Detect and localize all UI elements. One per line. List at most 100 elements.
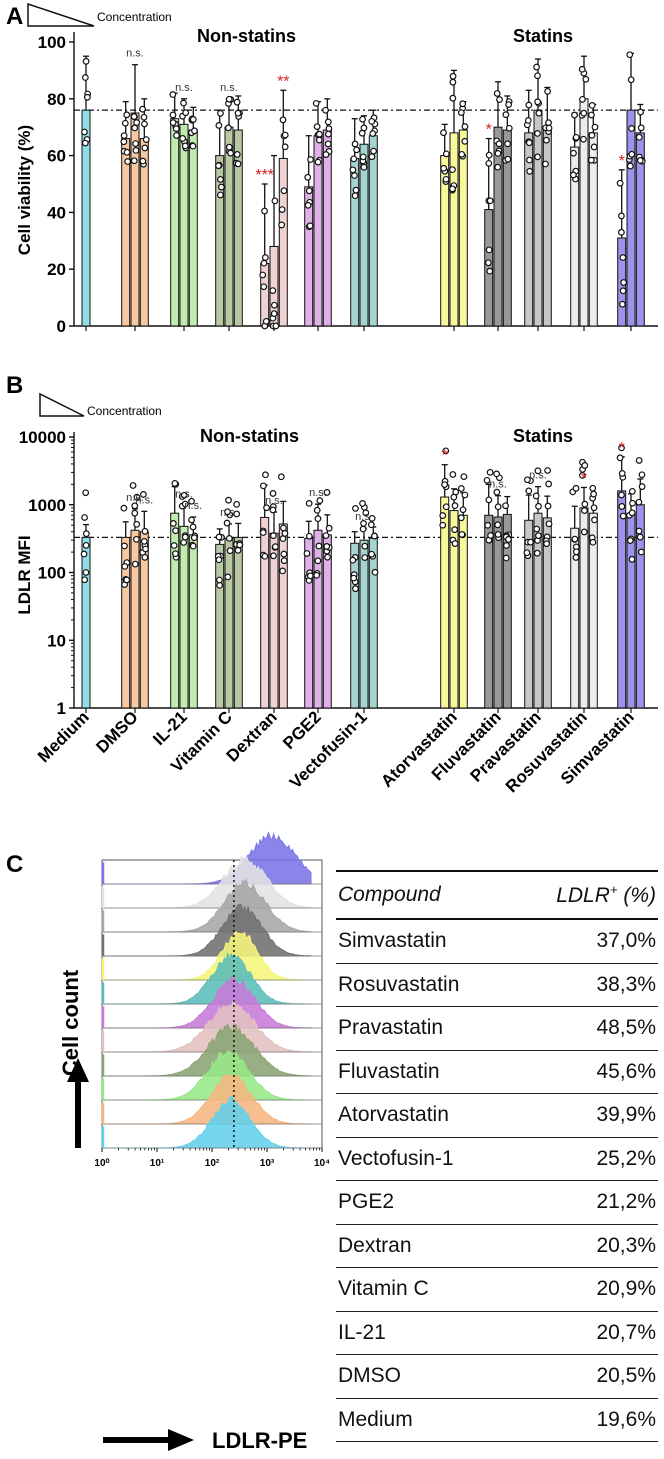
data-point <box>189 542 197 550</box>
significance-label: ** <box>277 73 289 90</box>
y-tick-label: 20 <box>47 260 66 279</box>
data-point <box>442 447 450 455</box>
data-point <box>225 143 233 151</box>
bar <box>524 519 534 709</box>
data-point <box>485 246 493 254</box>
data-point <box>82 489 90 497</box>
significance-label: n.s. <box>175 488 193 500</box>
data-point <box>638 471 646 479</box>
data-point <box>626 162 634 170</box>
data-point <box>534 153 541 161</box>
data-point <box>503 542 510 549</box>
data-point <box>619 287 627 295</box>
data-point <box>533 549 541 557</box>
statins-title-b: Statins <box>513 426 573 446</box>
bar <box>322 534 332 709</box>
bar <box>617 490 627 709</box>
data-point <box>449 72 457 80</box>
bar <box>179 525 189 709</box>
data-point <box>190 534 198 542</box>
y-axis-label-c: Cell count <box>58 969 83 1076</box>
data-point <box>359 153 367 161</box>
data-point <box>323 543 331 550</box>
data-point <box>223 519 231 527</box>
data-point <box>533 525 541 533</box>
data-point <box>620 279 628 286</box>
data-point <box>225 496 232 504</box>
bar <box>359 539 369 709</box>
data-point <box>635 133 643 141</box>
data-point <box>580 109 588 117</box>
data-point <box>483 476 491 484</box>
data-point <box>458 150 466 158</box>
histogram-stack: 10⁰ 10¹ 10² 10³ 10⁴ <box>94 831 330 1169</box>
data-point <box>591 123 599 131</box>
data-point <box>544 87 552 95</box>
data-point <box>544 467 552 474</box>
data-point <box>588 101 596 109</box>
data-point <box>619 300 626 308</box>
data-point <box>484 259 492 267</box>
significance-label: * <box>619 440 625 457</box>
x-tick-label-c: 10³ <box>260 1158 275 1169</box>
data-point <box>572 548 580 556</box>
table-header: Compound LDLR+ (%) <box>336 870 658 920</box>
data-point <box>120 504 128 512</box>
data-point <box>440 129 447 137</box>
ldlr-percent: 25,2% <box>512 1137 658 1181</box>
data-point <box>351 172 358 179</box>
data-point <box>281 131 289 139</box>
data-point <box>618 444 625 452</box>
y-tick-label: 80 <box>47 90 66 109</box>
data-point <box>524 116 532 124</box>
data-point <box>82 530 90 538</box>
bar <box>359 143 369 327</box>
data-point <box>368 117 376 125</box>
data-point <box>324 118 332 126</box>
bar <box>224 126 234 327</box>
data-point <box>279 116 287 124</box>
data-point <box>233 500 241 508</box>
ldlr-arrow-head <box>168 1429 194 1451</box>
bar <box>233 129 243 327</box>
data-point <box>619 512 627 520</box>
data-point <box>485 496 493 504</box>
data-point <box>189 523 197 531</box>
data-point <box>131 502 139 510</box>
data-point <box>141 120 148 128</box>
table-row: Vectofusin-1 25,2% <box>336 1137 658 1181</box>
data-point <box>579 472 586 479</box>
data-point <box>570 149 577 157</box>
data-point <box>449 185 456 193</box>
data-point <box>353 146 360 154</box>
data-point <box>280 550 288 558</box>
data-point <box>215 556 223 564</box>
data-point <box>124 158 132 165</box>
data-point <box>120 138 128 146</box>
y-tick-label: 1 <box>57 699 66 718</box>
data-point <box>367 521 375 529</box>
data-point <box>325 125 333 133</box>
data-point <box>216 576 223 584</box>
significance-label: * <box>442 448 448 465</box>
table-row: Fluvastatin 45,6% <box>336 1050 658 1094</box>
table-row: Vitamin C 20,9% <box>336 1267 658 1312</box>
data-point <box>313 506 321 514</box>
data-point <box>370 147 377 155</box>
ldlr-table: Compound LDLR+ (%) Simvastatin 37,0% Rosuv… <box>336 870 658 1442</box>
data-point <box>314 515 322 523</box>
compound-name: Dextran <box>336 1224 513 1268</box>
bar <box>542 126 552 327</box>
y-tick-label: 1000 <box>28 496 66 515</box>
data-point <box>582 75 590 83</box>
data-point <box>461 491 469 499</box>
data-point <box>635 527 643 535</box>
data-point <box>261 254 269 261</box>
data-point <box>589 538 597 546</box>
data-point <box>628 555 636 563</box>
significance-label: n.s. <box>489 479 507 491</box>
data-point <box>180 491 188 499</box>
category-label: DMSO <box>92 707 141 756</box>
data-point <box>270 552 277 560</box>
